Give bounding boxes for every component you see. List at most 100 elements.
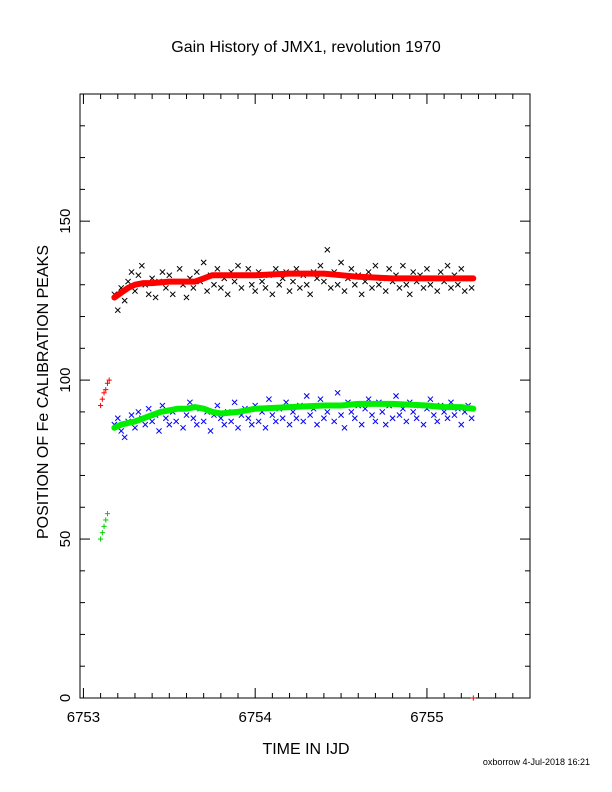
series-0-point: [235, 262, 241, 269]
series-1-point: [217, 415, 224, 422]
series-1-point: [118, 428, 125, 434]
series-1-point: [145, 405, 152, 412]
series-0-point: [303, 281, 310, 288]
series-0-point: [128, 269, 135, 275]
series-1-point: [293, 415, 300, 422]
series-1-point: [362, 405, 369, 412]
series-0-point: [437, 269, 444, 275]
series-1-point: [265, 396, 272, 403]
series-0-point: [461, 288, 468, 295]
series-1-point: [283, 399, 290, 406]
series-1-point: [331, 418, 338, 425]
series-0-point: [468, 284, 475, 291]
series-0-point: [296, 284, 303, 291]
series-1-point: [413, 415, 420, 422]
series-1-point: [441, 408, 448, 415]
series-0-point: [224, 291, 231, 298]
series-0-point: [454, 281, 461, 288]
series-4-point: [98, 402, 104, 409]
series-0-point: [403, 281, 410, 288]
series-0-point: [217, 284, 224, 291]
series-1-point: [444, 415, 451, 422]
series-0-point: [427, 281, 434, 288]
chart-title: Gain History of JMX1, revolution 1970: [171, 39, 441, 56]
series-0-point: [259, 278, 266, 285]
series-0-point: [166, 272, 173, 279]
series-1-point: [427, 396, 434, 403]
series-1-point: [434, 418, 441, 425]
series-1-point: [149, 418, 156, 425]
series-0-point: [272, 265, 279, 272]
series-2-curve: [111, 270, 477, 301]
y-tick-label: 150: [57, 209, 74, 234]
series-1-point: [166, 421, 173, 428]
series-0-point: [200, 259, 207, 266]
series-0-point: [132, 288, 138, 295]
series-0-point: [338, 259, 345, 266]
series-1-point: [286, 421, 293, 428]
series-0-point: [458, 265, 465, 272]
series-0-point: [114, 307, 121, 314]
series-1-point: [410, 408, 417, 415]
series-0-point: [190, 284, 197, 291]
series-1-point: [245, 415, 252, 422]
series-0-point: [341, 288, 348, 295]
series-0-point: [386, 265, 393, 272]
series-1-point: [162, 415, 169, 422]
series-1-point: [255, 418, 262, 425]
series-0-point: [293, 265, 300, 272]
series-4-point: [104, 380, 111, 386]
series-1-point: [290, 408, 296, 415]
series-1-point: [235, 424, 241, 431]
series-4-point: [106, 377, 112, 383]
series-1-point: [114, 415, 121, 422]
series-1-point: [430, 412, 437, 419]
series-0-point: [444, 262, 451, 269]
series-1-point: [142, 421, 149, 428]
series-1-point: [183, 412, 190, 419]
series-5-point: [104, 511, 111, 517]
series-1-point: [207, 428, 214, 434]
y-tick-label: 0: [57, 694, 74, 702]
series-1-point: [303, 393, 310, 399]
x-tick-label: 6754: [239, 709, 272, 726]
series-1-point: [314, 421, 320, 428]
series-0-point: [238, 284, 245, 291]
plot-frame: [79, 93, 531, 699]
series-4-point: [101, 390, 107, 396]
series-1-point: [128, 412, 135, 419]
series-0-point: [193, 269, 200, 275]
series-1-point: [358, 421, 365, 428]
series-4-point: [103, 387, 109, 393]
series-0-point: [248, 281, 255, 288]
series-0-point: [348, 265, 355, 272]
series-0-point: [375, 281, 382, 288]
x-tick-label: 6755: [410, 709, 443, 726]
series-6-point: [470, 695, 476, 701]
series-0-point: [135, 272, 142, 279]
series-1-point: [180, 424, 187, 431]
series-0-point: [176, 265, 183, 272]
series-5-point: [98, 536, 104, 542]
series-1-point: [468, 415, 475, 422]
series-0-point: [162, 284, 169, 291]
y-axis-label: POSITION OF Fe CALIBRATION PEAKS: [35, 245, 52, 539]
series-1-point: [156, 428, 162, 434]
series-3-curve: [111, 400, 477, 431]
series-1-point: [307, 412, 314, 419]
series-1-point: [341, 424, 348, 431]
series-0-point: [245, 265, 252, 272]
series-0-point: [423, 265, 430, 272]
series-0-point: [183, 294, 190, 301]
series-0-point: [317, 262, 324, 269]
series-1-point: [420, 421, 427, 428]
series-0-point: [396, 284, 403, 291]
series-5-point: [103, 517, 109, 523]
series-1-point: [379, 408, 386, 415]
series-0-point: [159, 269, 166, 275]
series-1-point: [389, 415, 396, 422]
series-1-point: [214, 402, 221, 409]
series-1-point: [458, 421, 465, 428]
series-0-point: [410, 269, 417, 275]
